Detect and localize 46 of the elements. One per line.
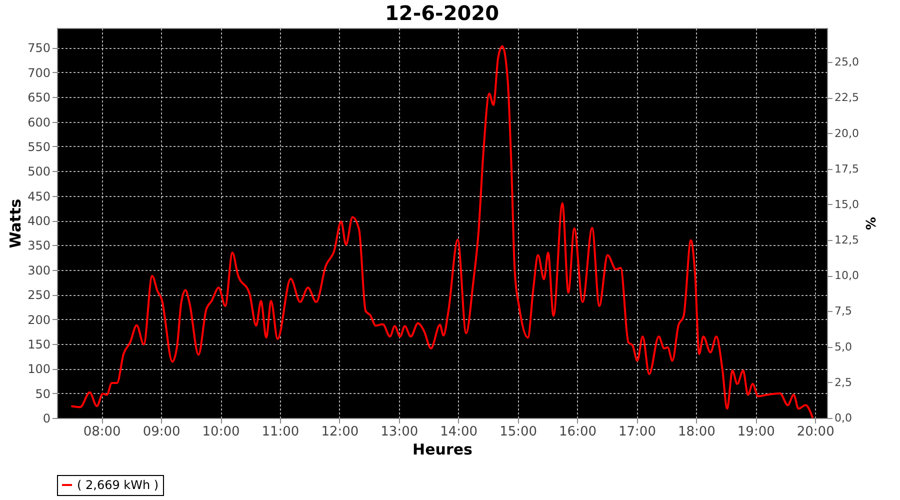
y-tick-label: 50 (35, 386, 50, 401)
y-tick-label: 600 (28, 115, 50, 130)
y2-tick-label: 0,0 (834, 412, 852, 424)
y-tick-label: 650 (28, 90, 50, 105)
y2-tick-label: 10,0 (834, 269, 859, 282)
y-tick-label: 700 (28, 66, 50, 80)
y-tick-label: 400 (28, 214, 50, 228)
x-tick-label: 12:00 (321, 424, 359, 440)
y-axis-title: Watts (6, 198, 25, 248)
x-tick-label: 20:00 (796, 424, 834, 440)
y-tick-label: 750 (28, 41, 50, 56)
x-tick-label: 18:00 (678, 424, 716, 440)
y-tick-label: 100 (28, 362, 50, 376)
x-tick-label: 16:00 (559, 424, 597, 440)
y-tick-label: 350 (28, 238, 50, 253)
y-tick-label: 450 (28, 189, 50, 204)
x-axis-title: Heures (412, 440, 473, 458)
y2-tick-label: 2,5 (834, 376, 852, 389)
x-tick-label: 10:00 (202, 424, 240, 440)
x-tick-label: 17:00 (618, 424, 656, 440)
y2-tick-label: 20,0 (834, 126, 859, 140)
y2-tick-label: 12,5 (834, 234, 859, 247)
y-tick-label: 150 (28, 337, 50, 352)
y2-tick-label: 15,0 (834, 198, 859, 211)
x-tick-label: 09:00 (142, 424, 180, 440)
line-series (70, 45, 814, 419)
y-tick-label: 200 (28, 312, 50, 327)
y2-tick-label: 5,0 (834, 340, 852, 354)
y-tick-label: 250 (28, 288, 50, 302)
y-tick-label: 550 (28, 140, 50, 154)
y-tick-label: 300 (28, 263, 50, 278)
x-tick-label: 11:00 (262, 424, 300, 440)
y2-tick-label: 25,0 (834, 56, 859, 69)
x-tick-label: 08:00 (83, 424, 121, 440)
y2-tick-label: 7,5 (834, 304, 852, 318)
y2-tick-label: 22,5 (834, 91, 859, 104)
y-tick-label: 500 (28, 164, 50, 179)
x-tick-label: 19:00 (737, 424, 775, 440)
x-tick-label: 14:00 (440, 424, 478, 440)
legend-label: ( 2,669 kWh ) (77, 478, 159, 492)
y2-axis-title: % (862, 216, 877, 230)
x-tick-label: 13:00 (380, 424, 418, 440)
chart-title: 12-6-2020 (384, 1, 500, 25)
y-tick-label: 0 (42, 412, 50, 426)
y2-tick-label: 17,5 (834, 162, 859, 176)
x-tick-label: 15:00 (500, 424, 538, 440)
